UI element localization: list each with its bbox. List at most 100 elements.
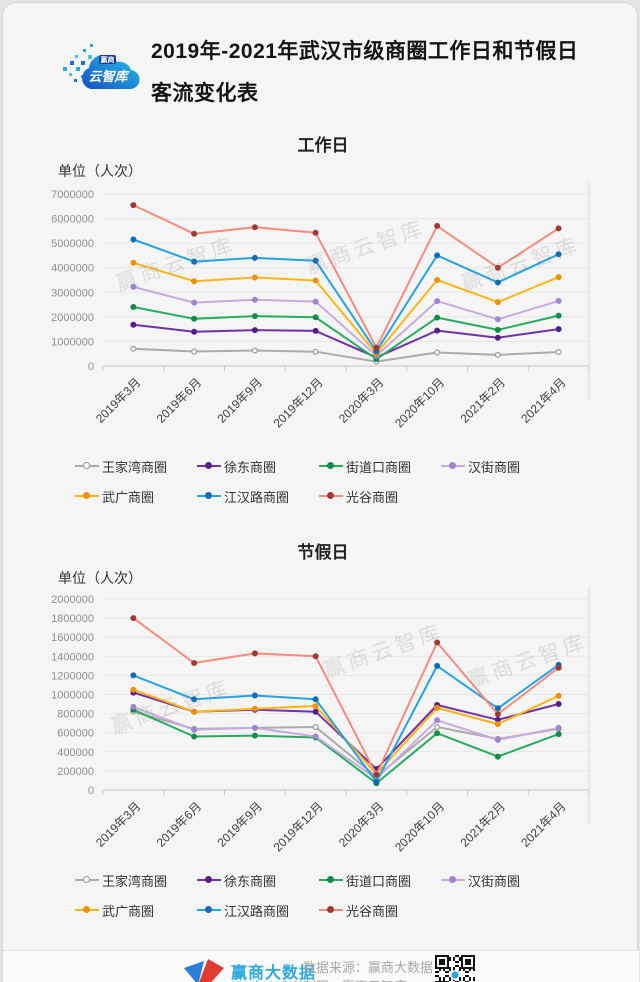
series-point	[191, 299, 198, 306]
series-point	[130, 321, 137, 328]
legend-label: 徐东商圈	[224, 459, 277, 475]
legend-item: 街道口商圈	[319, 869, 441, 891]
winshang-bird-logo-icon	[184, 959, 224, 982]
legend-label: 街道口商圈	[346, 459, 412, 475]
line-chart-holiday: 0 200000 400000 600000 800000 1000000 1200000 1…	[51, 587, 590, 854]
series-point	[434, 662, 441, 669]
y-tick-label: 1000000	[51, 336, 94, 348]
x-tick-label: 2020年10月	[392, 799, 447, 854]
series-point	[312, 314, 319, 321]
series-point	[312, 298, 319, 305]
legend-item: 王家湾商圈	[75, 455, 197, 477]
legend-marker-icon	[319, 491, 343, 501]
legend-label: 光谷商圈	[346, 903, 399, 919]
footer-source-line-2: 制图：赢商云智库	[303, 977, 433, 982]
series-point	[251, 313, 258, 320]
legend-label: 江汉路商圈	[224, 489, 290, 505]
x-tick-label: 2019年9月	[215, 375, 265, 425]
series-point	[251, 296, 258, 303]
series-point	[494, 316, 501, 323]
legend-label: 汉街商圈	[468, 459, 521, 475]
legend-item: 徐东商圈	[197, 869, 319, 891]
y-tick-label: 0	[88, 785, 94, 797]
legend-workday: 王家湾商圈 徐东商圈 街道口商圈 汉街商圈武广商圈 江汉路商圈 光谷商圈	[75, 455, 575, 507]
legend-marker-icon	[197, 491, 221, 501]
x-tick-label: 2020年3月	[336, 799, 386, 849]
y-tick-label: 5000000	[51, 238, 94, 250]
page-title: 2019年-2021年武汉市级商圈工作日和节假日 客流变化表	[151, 31, 603, 115]
footer-source-text: 数据来源：赢商大数据 制图：赢商云智库	[303, 958, 433, 982]
y-tick-label: 1800000	[51, 613, 94, 625]
series-line-4	[132, 261, 560, 355]
series-point	[251, 274, 258, 281]
series-point	[373, 778, 380, 785]
series-point	[251, 224, 258, 231]
line-chart-workday: 0 1000000 2000000 3000000 4000000 5000000 6000…	[51, 182, 590, 430]
y-axis-unit-label-holiday: 单位（人次）	[58, 570, 142, 586]
x-tick-label: 2019年6月	[154, 799, 204, 849]
series-point	[555, 664, 562, 671]
series-point	[191, 278, 198, 285]
series-line-0	[132, 710, 560, 778]
legend-label: 徐东商圈	[224, 873, 277, 889]
y-tick-label: 7000000	[51, 189, 94, 201]
legend-item: 汉街商圈	[441, 455, 563, 477]
series-point	[494, 299, 501, 306]
series-point	[434, 222, 441, 229]
legend-item: 徐东商圈	[197, 455, 319, 477]
x-tick-label: 2021年4月	[518, 375, 568, 425]
series-point	[434, 298, 441, 305]
series-point	[373, 771, 380, 778]
series-point	[130, 345, 137, 352]
series-point	[130, 259, 137, 266]
legend-label: 江汉路商圈	[224, 903, 290, 919]
y-axis-unit-label-workday: 单位（人次）	[58, 163, 142, 179]
series-point	[434, 723, 441, 730]
series-point	[434, 639, 441, 646]
legend-item: 武广商圈	[75, 485, 197, 507]
legend-marker-icon	[197, 461, 221, 471]
series-point	[434, 349, 441, 356]
series-point	[434, 730, 441, 737]
series-point	[312, 723, 319, 730]
series-point	[251, 650, 258, 657]
series-point	[494, 326, 501, 333]
series-line-3	[132, 705, 560, 780]
legend-label: 王家湾商圈	[102, 459, 168, 475]
series-point	[191, 328, 198, 335]
series-point	[130, 304, 137, 311]
page-title-line-2: 客流变化表	[151, 82, 259, 105]
series-point	[130, 703, 137, 710]
series-point	[494, 351, 501, 358]
footer-brand-name: 赢商大数据	[231, 965, 317, 982]
legend-label: 光谷商圈	[346, 489, 399, 505]
series-point	[434, 277, 441, 284]
x-tick-label: 2019年3月	[93, 799, 143, 849]
x-tick-label: 2020年3月	[336, 375, 386, 425]
series-line-6	[132, 204, 560, 349]
chart-title-holiday: 节假日	[297, 543, 349, 562]
series-point	[555, 251, 562, 258]
series-point	[191, 258, 198, 265]
qr-center-cloud-icon	[451, 971, 459, 979]
series-line-0	[132, 347, 560, 363]
legend-marker-icon	[319, 461, 343, 471]
y-tick-label: 4000000	[51, 263, 94, 275]
series-point	[130, 686, 137, 693]
series-point	[251, 692, 258, 699]
series-line-3	[132, 285, 560, 357]
legend-item: 汉街商圈	[441, 869, 563, 891]
series-point	[494, 264, 501, 271]
series-point	[130, 672, 137, 679]
series-point	[312, 702, 319, 709]
legend-marker-icon	[75, 461, 99, 471]
series-point	[130, 615, 137, 622]
legend-marker-icon	[441, 461, 465, 471]
series-point	[191, 315, 198, 322]
series-point	[312, 277, 319, 284]
footer-brand-subtext: winshangdata	[232, 979, 305, 982]
logo-brand-main: 云智库	[88, 69, 130, 84]
series-point	[251, 732, 258, 739]
series-point	[191, 708, 198, 715]
